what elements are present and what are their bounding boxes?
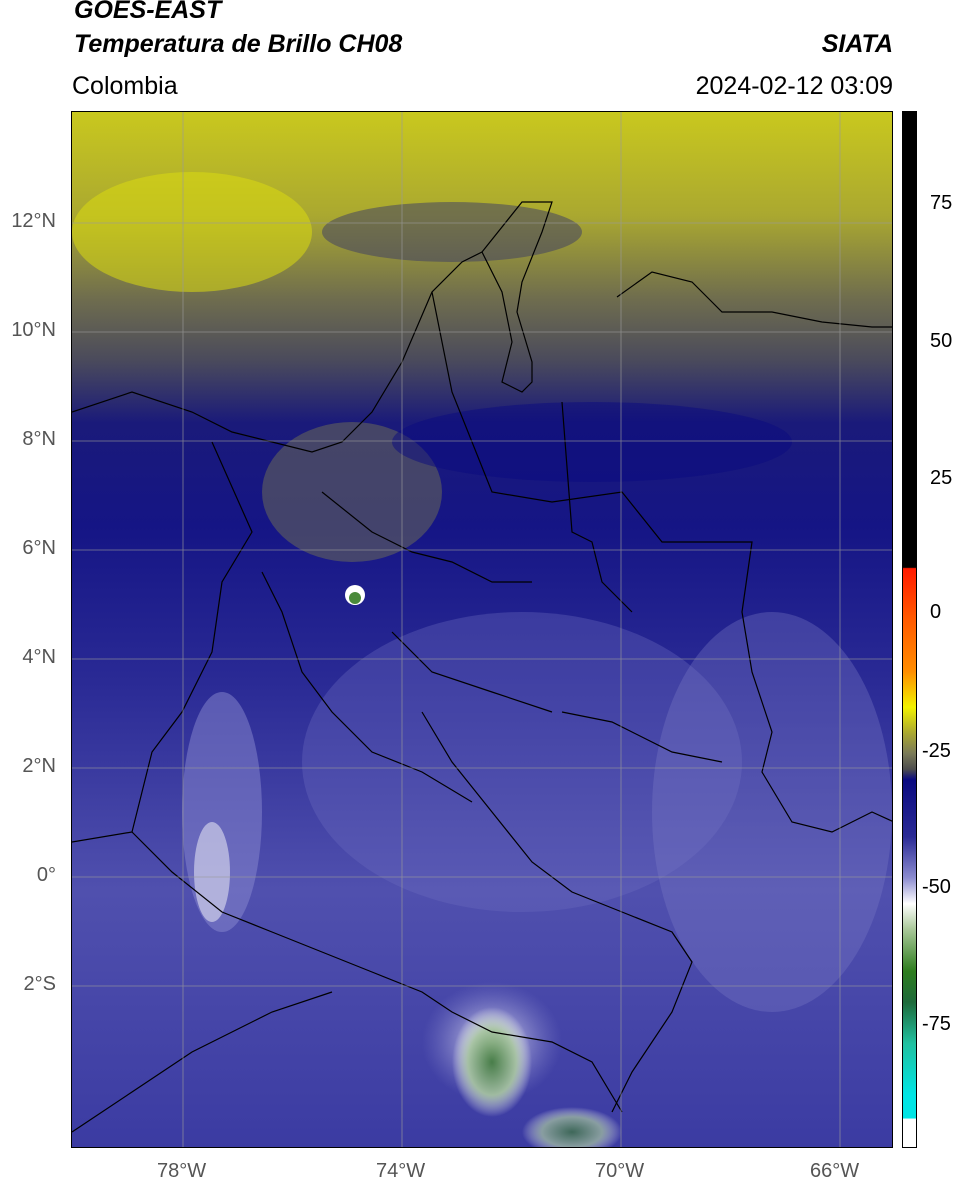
colorbar-tick-neg50: -50 bbox=[922, 876, 951, 898]
region-label: Colombia bbox=[72, 72, 178, 100]
colorbar-tick-0: 0 bbox=[930, 601, 942, 623]
satellite-title: GOES-EAST bbox=[74, 0, 222, 24]
lon-tick-74w: 74°W bbox=[376, 1160, 426, 1182]
colorbar-tick-50: 50 bbox=[930, 330, 953, 352]
lat-tick-8n: 8°N bbox=[22, 428, 56, 450]
temperature-colorbar bbox=[902, 111, 917, 1148]
timestamp-label: 2024-02-12 03:09 bbox=[695, 72, 893, 100]
colorbar-tick-neg25: -25 bbox=[922, 740, 951, 762]
organization-label: SIATA bbox=[821, 30, 893, 58]
colorbar-tick-25: 25 bbox=[930, 467, 953, 489]
lat-tick-12n: 12°N bbox=[11, 210, 56, 232]
lon-tick-78w: 78°W bbox=[157, 1160, 207, 1182]
colorbar-tick-neg75: -75 bbox=[922, 1013, 951, 1035]
lat-tick-2s: 2°S bbox=[23, 973, 56, 995]
product-title: Temperatura de Brillo CH08 bbox=[74, 30, 403, 58]
colorbar-tick-75: 75 bbox=[930, 192, 953, 214]
map-image bbox=[72, 112, 892, 1147]
lat-tick-10n: 10°N bbox=[11, 319, 56, 341]
brightness-temperature-map bbox=[71, 111, 893, 1148]
lat-tick-4n: 4°N bbox=[22, 646, 56, 668]
lon-tick-66w: 66°W bbox=[810, 1160, 860, 1182]
colorbar-gradient bbox=[903, 112, 916, 1147]
lon-tick-70w: 70°W bbox=[595, 1160, 645, 1182]
lat-tick-6n: 6°N bbox=[22, 537, 56, 559]
lat-tick-0: 0° bbox=[36, 864, 56, 886]
lat-tick-2n: 2°N bbox=[22, 755, 56, 777]
